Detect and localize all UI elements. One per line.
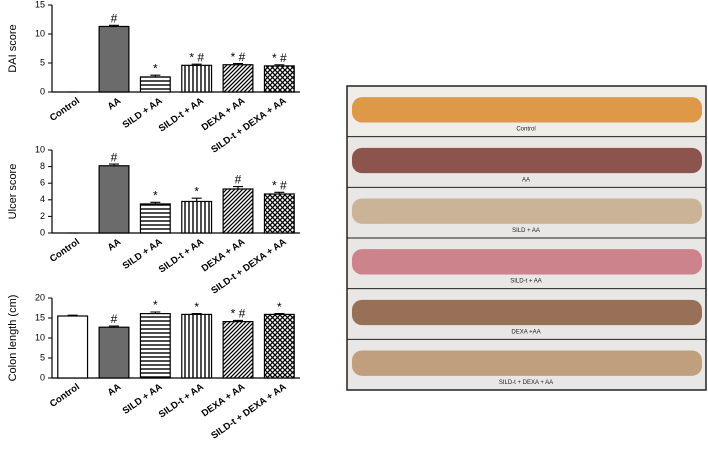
x-tick-label: AA [106,95,124,112]
error-bar [109,325,119,328]
x-tick-label: AA [106,381,124,398]
x-tick-label: SILD-t + DEXA + AA [209,236,288,296]
photo-label: SILD-t + AA [510,279,542,285]
significance-mark: * [153,61,158,75]
y-tick-label: 0 [40,372,45,382]
x-tick-label: AA [106,236,124,253]
y-tick-label: 10 [35,144,45,154]
significance-mark: * # [272,179,287,193]
bar [222,321,254,379]
y-tick-label: 0 [40,227,45,237]
bar [181,313,213,379]
y-tick-label: 15 [35,0,45,9]
bar [263,193,295,234]
y-axis-label: Colon length (cm) [7,295,19,382]
bar [222,64,254,93]
significance-mark: * [277,300,282,314]
x-tick-label: Control [48,96,82,124]
error-bar [191,313,202,315]
error-bar [67,314,78,316]
x-tick-label: SILD-t + AA [157,95,206,134]
y-tick-label: 10 [35,332,45,342]
y-tick-label: 6 [40,178,45,188]
photo-label: SILD-t + DEXA + AA [499,380,553,386]
y-tick-label: 2 [40,211,45,221]
photo-label: AA [522,177,530,183]
bar [263,65,295,93]
colon-strip [352,147,702,174]
y-tick-label: 8 [40,161,45,171]
error-bar [150,311,161,314]
photo-label: DEXA +AA [511,329,540,335]
significance-mark: * # [189,50,204,64]
significance-mark: # [111,150,118,164]
significance-mark: # [235,173,242,187]
y-tick-label: 20 [35,292,45,302]
colon-strip [352,350,702,376]
y-axis-label: Ulcer score [7,164,19,220]
y-tick-label: 4 [40,194,45,204]
error-bar [274,313,285,315]
bar [57,315,89,379]
significance-mark: # [111,312,118,326]
bar [98,326,130,379]
bar [263,313,295,379]
y-tick-label: 0 [40,86,45,96]
y-tick-label: 5 [40,352,45,362]
error-bar [233,63,243,65]
bar [139,203,171,234]
bar [139,313,171,379]
significance-mark: * [194,184,199,198]
colon-strip [352,299,702,326]
error-bar [233,319,243,322]
bar [181,200,213,234]
significance-mark: * [153,298,158,312]
x-tick-label: SILD-t + AA [157,381,206,420]
photo-label: SILD + AA [512,228,540,234]
photo-label: Control [516,127,535,133]
colon-strip [352,198,702,224]
error-bar [191,197,202,202]
error-bar [274,64,285,66]
error-bar [150,201,161,204]
error-bar [233,185,243,190]
significance-mark: * # [231,307,246,321]
error-bar [109,163,119,166]
bar [98,25,130,93]
y-tick-label: 10 [35,28,45,38]
bar [98,165,130,234]
significance-mark: * # [231,50,246,64]
y-tick-label: 5 [40,57,45,67]
error-bar [109,24,119,27]
significance-mark: * [153,188,158,202]
x-tick-label: SILD-t + DEXA + AA [209,95,288,155]
bar [181,64,213,93]
significance-mark: * [194,300,199,314]
bar [222,188,254,234]
colon-strip [352,249,702,275]
significance-mark: # [111,11,118,25]
significance-mark: * # [272,51,287,65]
error-bar [150,74,161,77]
colon-strip [352,97,702,123]
error-bar [274,191,285,194]
x-tick-label: Control [48,237,82,265]
bar [139,76,171,93]
x-tick-label: SILD-t + DEXA + AA [209,381,288,441]
y-tick-label: 15 [35,312,45,322]
x-tick-label: SILD-t + AA [157,236,206,275]
x-tick-label: Control [48,382,82,410]
y-axis-label: DAI score [7,24,19,72]
photo-panel: Control AA SILD + AA SILD-t + AA DEXA +AA SIL… [346,85,707,391]
error-bar [191,63,202,66]
